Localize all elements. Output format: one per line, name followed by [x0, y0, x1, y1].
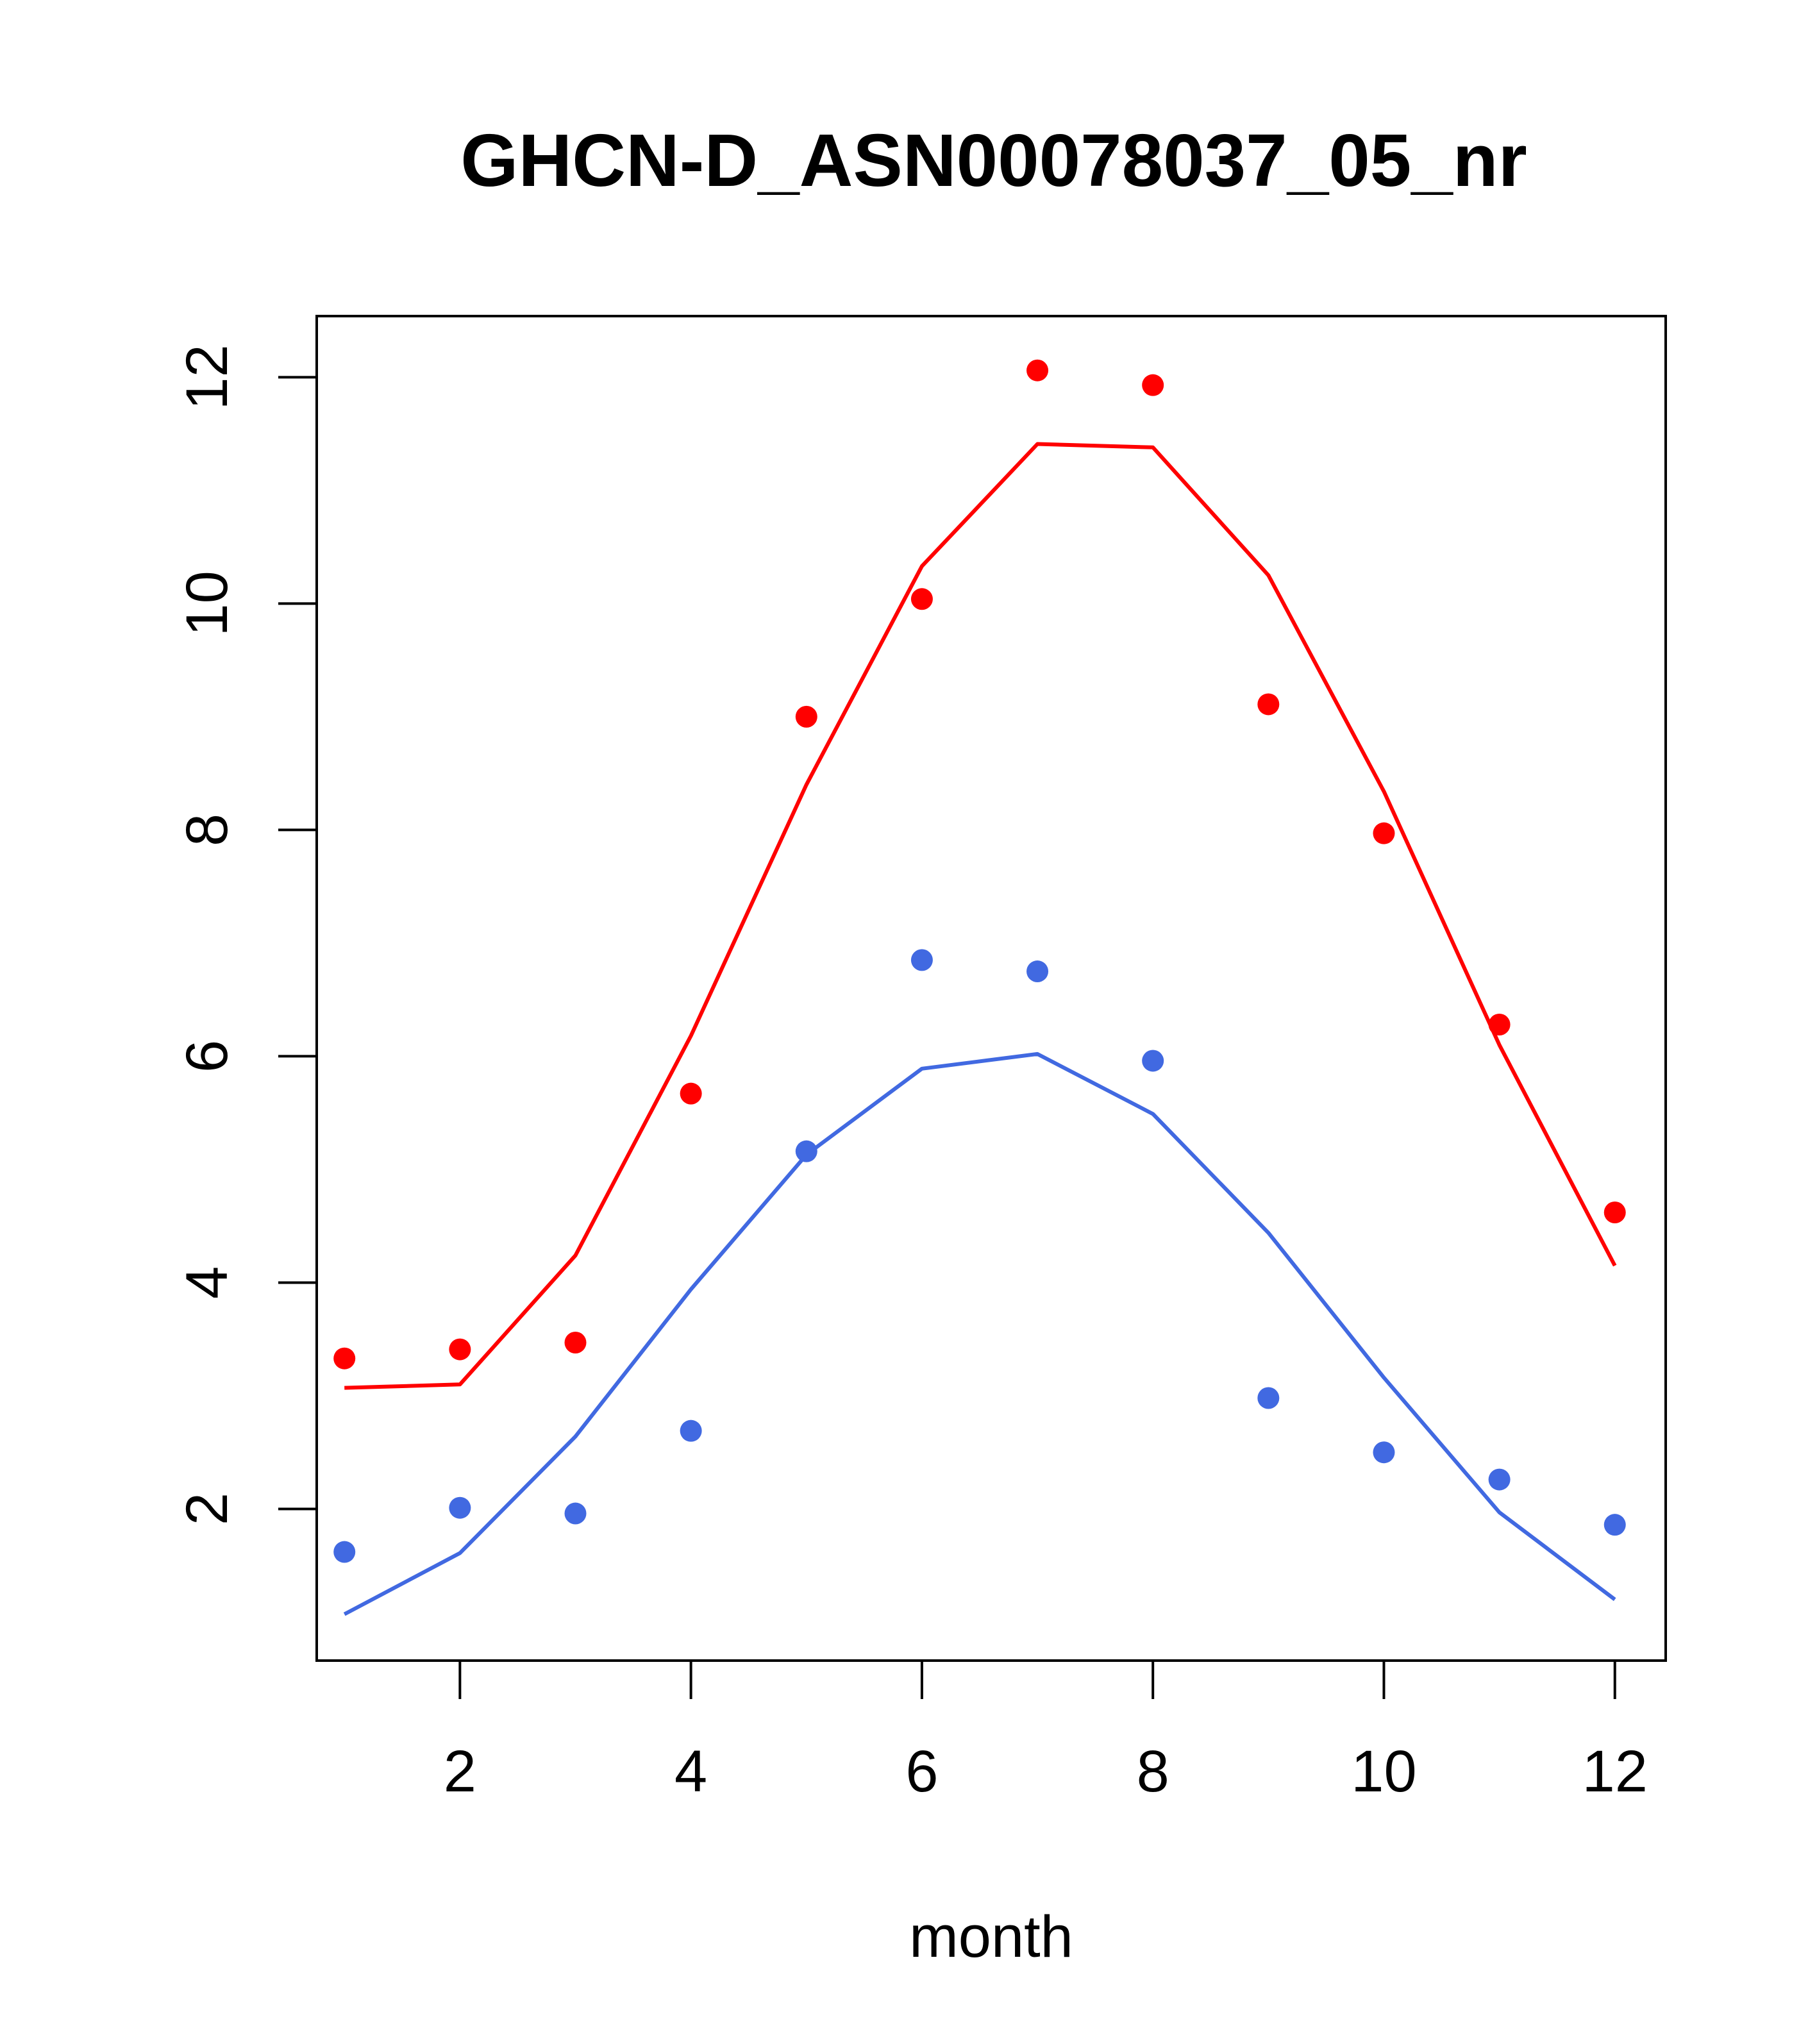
series-1-point: [1257, 693, 1280, 716]
series-1-point: [333, 1347, 356, 1370]
plot-frame: [315, 315, 1667, 1662]
y-axis: 2 4 6 8 10 12: [174, 344, 317, 1525]
x-tick-label: 12: [1582, 1739, 1648, 1804]
series-2-point: [1026, 960, 1049, 983]
series-1-line: [344, 442, 1617, 1390]
series-2-point: [910, 949, 933, 971]
y-tick-label: 6: [174, 1040, 240, 1073]
x-axis-label: month: [909, 1904, 1073, 1970]
series-2-point: [1257, 1387, 1280, 1409]
series-1-point: [910, 588, 933, 610]
series-1-point: [1373, 822, 1395, 844]
series-1-point: [564, 1331, 587, 1353]
x-tick-label: 4: [674, 1739, 707, 1804]
x-axis: 2 4 6 8 10 12: [444, 1661, 1648, 1804]
series-2-point: [449, 1496, 471, 1519]
series-1-point: [795, 705, 817, 728]
series-2-point: [564, 1502, 587, 1525]
x-tick-label: 10: [1351, 1739, 1416, 1804]
y-tick-label: 12: [174, 344, 240, 410]
y-tick-label: 2: [174, 1493, 240, 1525]
series-2-point: [1488, 1468, 1511, 1491]
series-2-point: [680, 1420, 702, 1442]
series-2-line: [343, 1051, 1616, 1616]
series-2-point: [1142, 1050, 1164, 1072]
series-layer: [333, 359, 1626, 1616]
x-tick-label: 2: [444, 1739, 476, 1804]
series-1-point: [1142, 374, 1164, 396]
series-2-point: [1373, 1441, 1395, 1464]
y-tick-label: 10: [174, 571, 240, 636]
y-tick-label: 4: [174, 1266, 240, 1299]
series-2-point: [333, 1541, 356, 1563]
x-tick-label: 6: [905, 1739, 938, 1804]
series-1-point: [1026, 359, 1049, 381]
series-1-point: [1488, 1013, 1511, 1035]
series-2-point: [795, 1140, 817, 1162]
series-1-point: [449, 1338, 471, 1361]
x-tick-label: 8: [1137, 1739, 1169, 1804]
y-tick-label: 8: [174, 814, 240, 846]
series-1-point: [1603, 1202, 1626, 1223]
series-1-point: [680, 1082, 702, 1105]
series-2-point: [1603, 1514, 1626, 1536]
chart-title: GHCN-D_ASN00078037_05_nr: [460, 119, 1527, 202]
